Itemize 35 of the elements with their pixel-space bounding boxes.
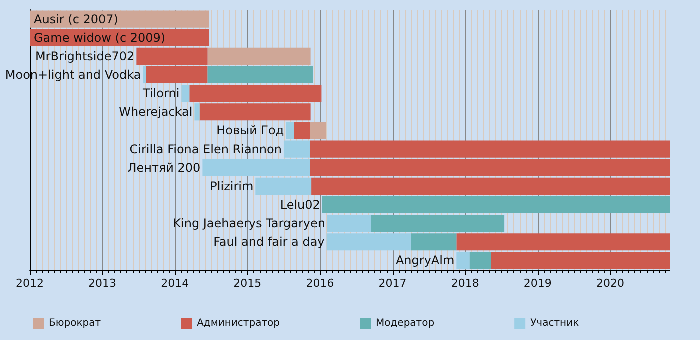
y-tick-label: Ausir (c 2007) — [34, 12, 118, 26]
bar — [30, 10, 210, 28]
x-tick-label: 2019 — [524, 277, 552, 290]
y-tick-label: AngryAlm — [396, 254, 455, 268]
x-tick-label: 2015 — [234, 277, 262, 290]
y-tick-label: Faul and fair a day — [214, 235, 325, 250]
legend-label: Бюрократ — [49, 318, 102, 329]
x-tick-label: 2017 — [378, 277, 407, 290]
x-tick-label: 2012 — [16, 277, 44, 290]
bar — [194, 104, 200, 121]
y-tick-label: MrBrightside702 — [35, 49, 135, 64]
x-tick-label: 2014 — [161, 277, 190, 290]
x-tick-label: 2018 — [451, 277, 480, 290]
x-tick-label: 2016 — [306, 277, 334, 290]
legend-label: Участник — [530, 318, 580, 329]
bar — [310, 122, 326, 140]
bar — [208, 48, 311, 65]
x-tick-label: 2020 — [596, 277, 624, 290]
x-tick-label: 2013 — [88, 277, 117, 290]
bar — [470, 252, 492, 270]
y-tick-label: Cirilla Fiona Elen Riannon — [130, 142, 282, 156]
bar — [456, 252, 470, 270]
y-tick-label: Wherejackal — [119, 105, 193, 120]
bar — [182, 85, 190, 102]
y-tick-label: Plizirim — [210, 179, 254, 194]
legend-label: Модератор — [376, 318, 435, 329]
y-tick-label: Game widow (c 2009) — [34, 30, 166, 45]
bar — [208, 66, 313, 84]
legend-label: Администратор — [197, 318, 280, 329]
y-tick-label: Lelu02 — [280, 198, 320, 212]
y-tick-label: King Jaehaerys Targaryen — [173, 216, 326, 231]
y-tick-label: Лентяй 200 — [128, 160, 201, 175]
bar — [143, 66, 146, 84]
y-tick-label: Tilorni — [142, 86, 180, 101]
y-tick-label: Новый Год — [216, 124, 284, 138]
